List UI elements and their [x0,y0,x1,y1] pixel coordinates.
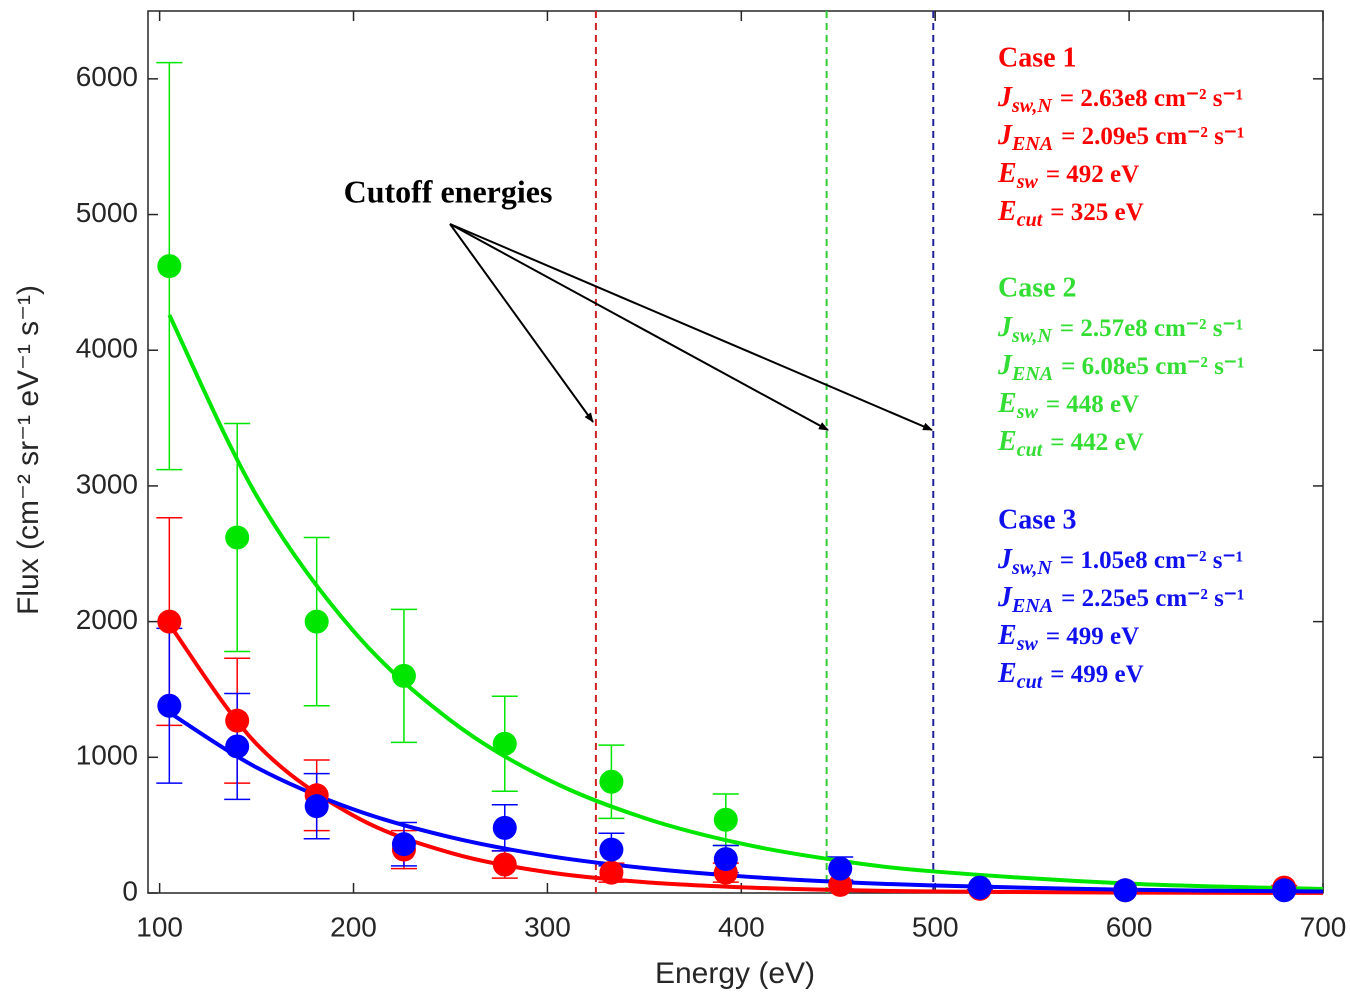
fit-curve [167,314,1324,891]
data-point [304,794,329,819]
data-point [828,856,853,881]
symbol: E [997,658,1017,689]
value-text: = 1.05e8 cm⁻² s⁻¹ [1060,547,1243,574]
case-line: Ecut = 499 eV [997,658,1144,692]
data-point [492,852,517,877]
data-point [225,525,250,550]
value-text: = 442 eV [1050,429,1143,456]
x-tick-label: 600 [1106,911,1153,942]
case-line: Jsw,N = 2.57e8 cm⁻² s⁻¹ [997,312,1243,346]
symbol: E [997,388,1017,419]
data-point [713,847,738,872]
subscript: sw [1016,171,1039,193]
symbol: J [997,120,1013,151]
case-line: JENA = 2.25e5 cm⁻² s⁻¹ [997,582,1245,616]
symbol: E [997,426,1017,457]
y-tick-label: 6000 [76,61,138,92]
data-point [225,708,250,733]
data-point [492,815,517,840]
value-text: = 448 eV [1046,391,1139,418]
subscript: sw,N [1011,557,1053,579]
fit-curve [168,710,1324,894]
x-tick-label: 300 [524,911,571,942]
case-line: Ecut = 442 eV [997,426,1144,460]
y-axis-label: Flux (cm⁻² sr⁻¹ eV⁻¹ s⁻¹) [12,285,45,615]
value-text: = 2.09e5 cm⁻² s⁻¹ [1061,123,1244,150]
y-tick-label: 1000 [76,740,138,771]
fit-curve [167,623,1324,895]
case-line: JENA = 2.09e5 cm⁻² s⁻¹ [997,120,1245,154]
value-text: = 499 eV [1046,623,1139,650]
data-point [492,731,517,756]
value-text: = 6.08e5 cm⁻² s⁻¹ [1061,353,1244,380]
case-line: Esw = 448 eV [997,388,1139,422]
data-point [599,860,624,885]
value-text: = 2.25e5 cm⁻² s⁻¹ [1061,585,1244,612]
subscript: cut [1017,671,1044,693]
symbol: J [997,312,1013,343]
x-tick-label: 500 [912,911,959,942]
data-point [1113,878,1138,903]
annotation-arrow [449,223,829,431]
case-title: Case 2 [998,272,1077,303]
x-axis-label: Energy (eV) [655,957,815,990]
subscript: cut [1017,209,1044,231]
y-tick-label: 2000 [76,604,138,635]
annotation-arrow [449,223,594,423]
case-title: Case 3 [998,504,1077,535]
symbol: E [997,158,1017,189]
symbol: E [997,196,1017,227]
data-point [599,769,624,794]
data-point [225,734,250,759]
symbol: J [997,350,1013,381]
subscript: sw [1016,633,1039,655]
symbol: J [997,544,1013,575]
x-tick-label: 200 [330,911,377,942]
subscript: ENA [1011,133,1053,155]
case-line: Esw = 492 eV [997,158,1139,192]
symbol: J [997,582,1013,613]
subscript: cut [1017,439,1044,461]
data-point [391,663,416,688]
symbol: J [997,82,1013,113]
plot-area [147,10,1324,894]
data-point [967,875,992,900]
case-line: Jsw,N = 2.63e8 cm⁻² s⁻¹ [997,82,1243,116]
case-title: Case 1 [998,42,1077,73]
x-tick-label: 100 [136,911,183,942]
value-text: = 2.63e8 cm⁻² s⁻¹ [1060,85,1243,112]
y-tick-label: 0 [122,875,138,906]
y-tick-label: 4000 [76,333,138,364]
annotation: Cutoff energies [344,173,553,209]
subscript: sw,N [1011,95,1053,117]
data-point [391,832,416,857]
subscript: sw [1016,401,1039,423]
subscript: sw,N [1011,325,1053,347]
data-point [157,609,182,634]
case-line: JENA = 6.08e5 cm⁻² s⁻¹ [997,350,1245,384]
x-tick-label: 700 [1300,911,1347,942]
symbol: E [997,620,1017,651]
case-line: Esw = 499 eV [997,620,1139,654]
data-point [157,693,182,718]
case-line: Jsw,N = 1.05e8 cm⁻² s⁻¹ [997,544,1243,578]
value-text: = 2.57e8 cm⁻² s⁻¹ [1060,315,1243,342]
subscript: ENA [1011,363,1053,385]
data-point [157,254,182,279]
data-point [713,807,738,832]
case-line: Ecut = 325 eV [997,196,1144,230]
data-point [599,837,624,862]
value-text: = 325 eV [1050,199,1143,226]
subscript: ENA [1011,595,1053,617]
y-tick-label: 3000 [76,468,138,499]
data-point [1272,878,1297,903]
data-point [304,609,329,634]
value-text: = 499 eV [1050,661,1143,688]
y-tick-label: 5000 [76,197,138,228]
x-tick-label: 400 [718,911,765,942]
value-text: = 492 eV [1046,161,1139,188]
annotation-arrow [449,223,933,431]
